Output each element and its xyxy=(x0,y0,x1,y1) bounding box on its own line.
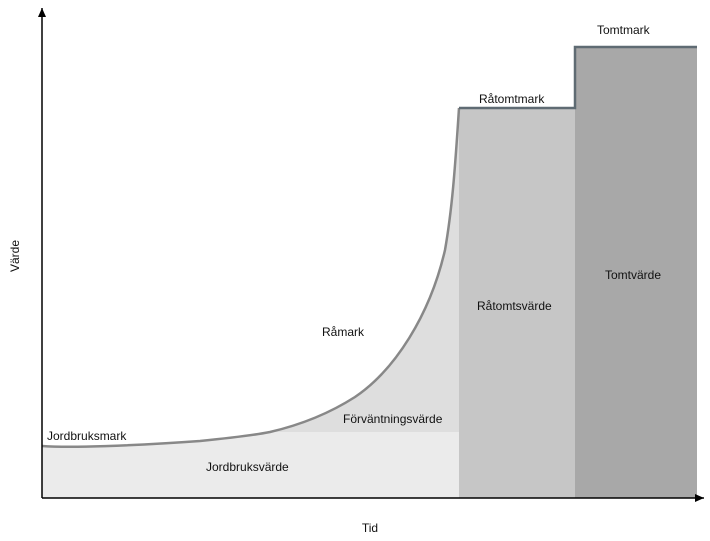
component-label-jordbruksvarde: Jordbruksvärde xyxy=(206,460,289,474)
tomtvarde-region xyxy=(575,47,697,498)
stage-label-jordbruksmark: Jordbruksmark xyxy=(47,429,127,443)
jordbruksvarde-region xyxy=(42,432,459,498)
forvantningsvarde-region xyxy=(270,108,459,432)
component-label-forvantningsvarde: Förväntningsvärde xyxy=(343,412,443,426)
ratomtsvarde-region xyxy=(459,108,575,498)
component-label-tomtvarde: Tomtvärde xyxy=(605,268,661,282)
value-curve xyxy=(41,107,461,449)
stage-label-tomtmark: Tomtmark xyxy=(597,23,651,37)
x-axis-title: Tid xyxy=(362,521,378,535)
y-axis-title: Värde xyxy=(8,240,22,272)
component-label-ratomtsvarde: Råtomtsvärde xyxy=(477,299,552,313)
stage-label-ramark: Råmark xyxy=(322,325,365,339)
value-step-line xyxy=(459,45,697,110)
stage-label-ratomtmark: Råtomtmark xyxy=(479,92,545,106)
